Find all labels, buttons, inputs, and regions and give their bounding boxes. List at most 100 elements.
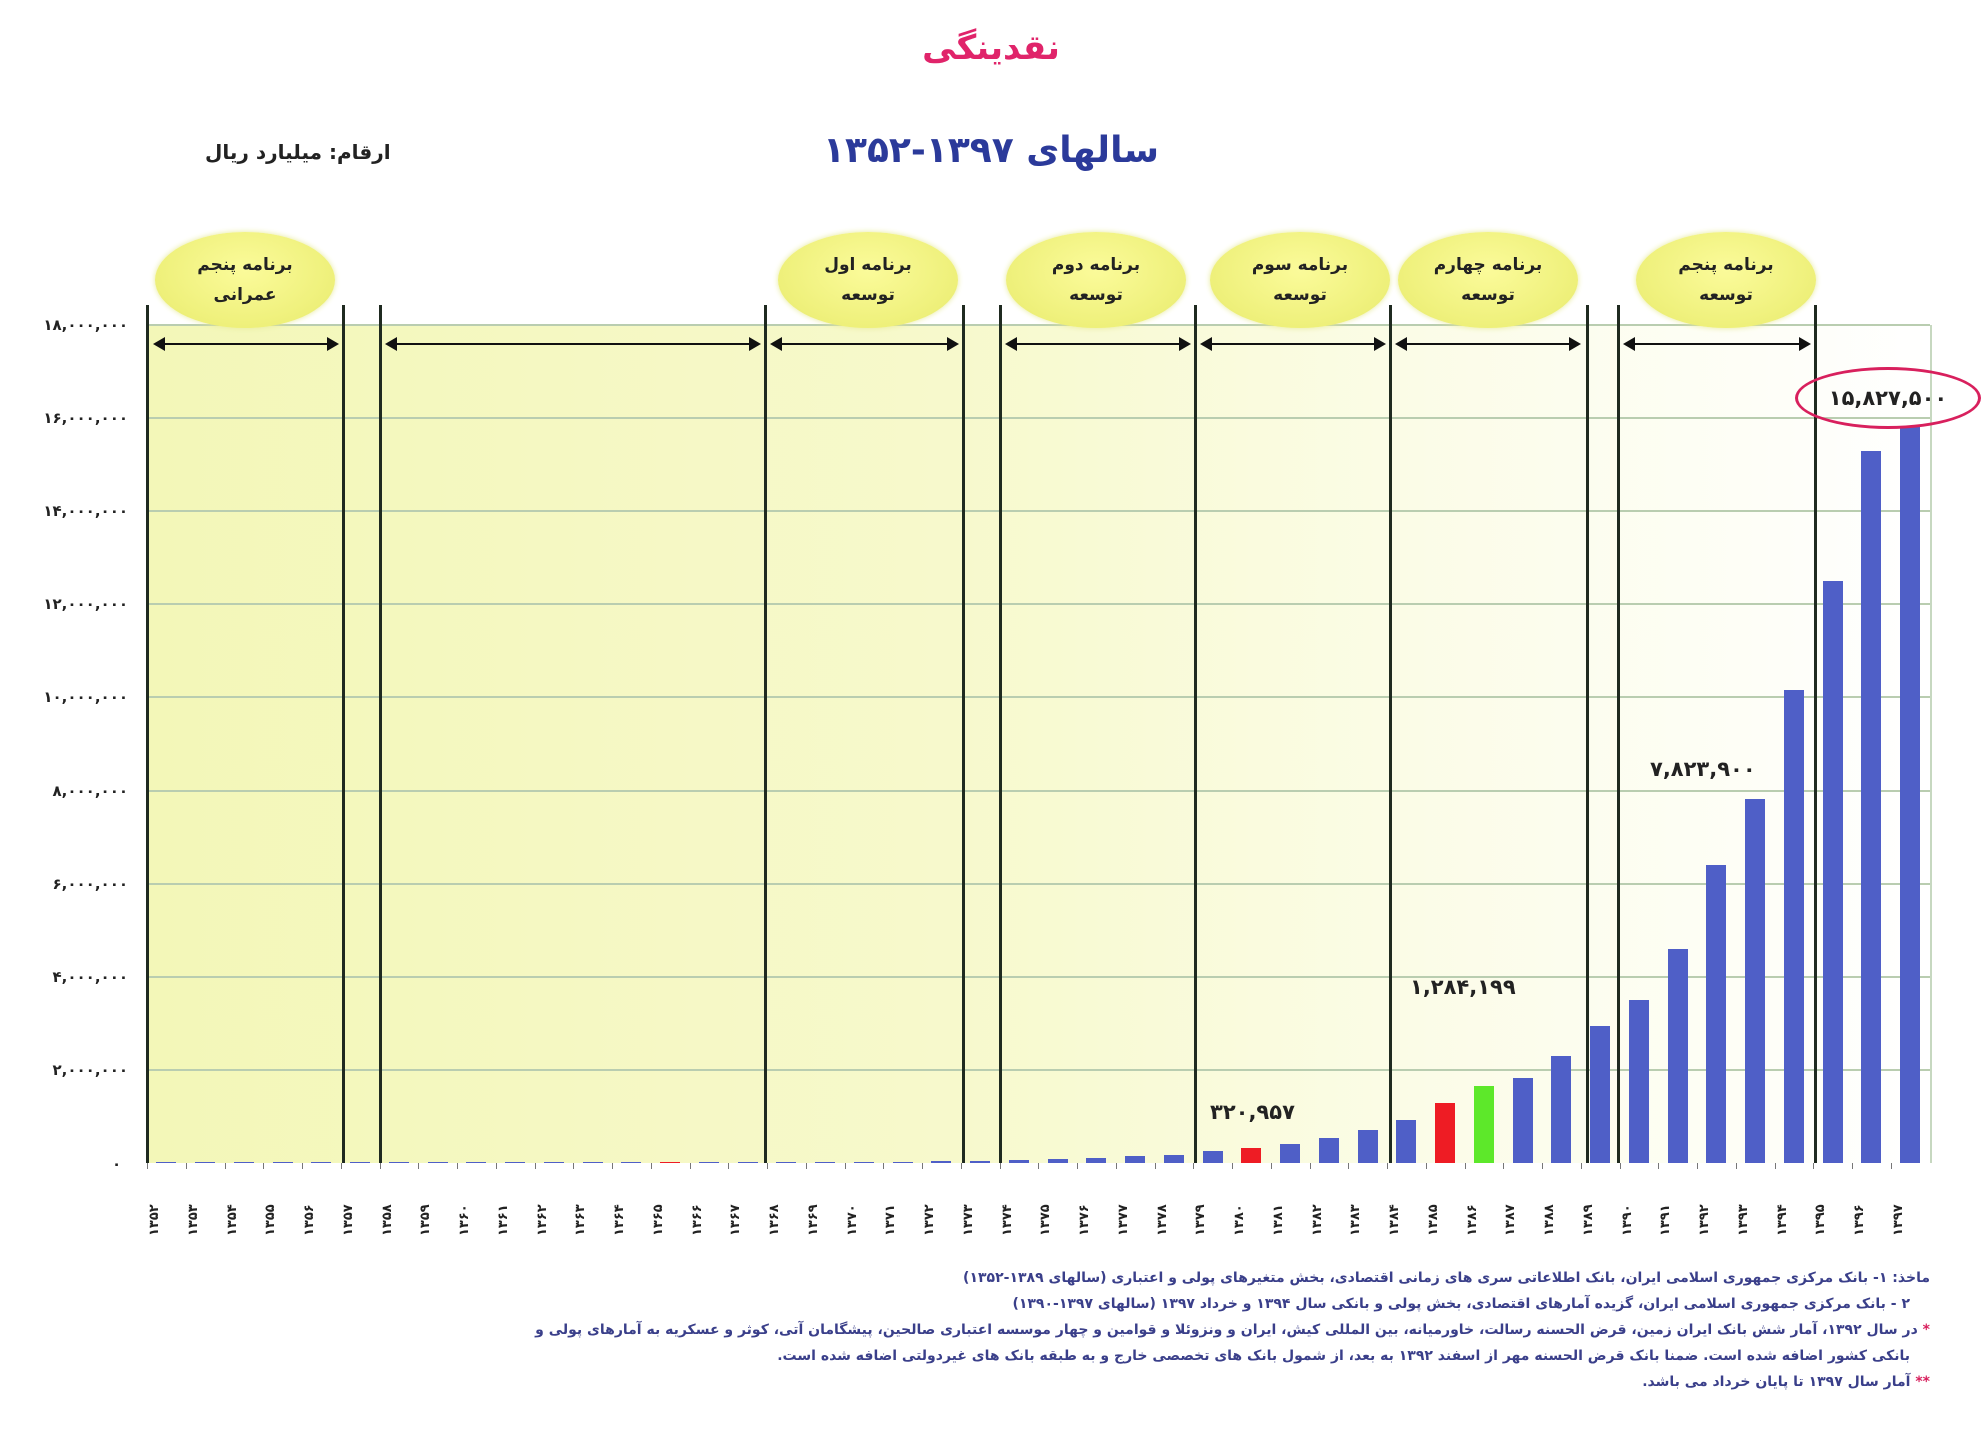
x-tick	[1348, 1163, 1350, 1169]
x-tick-label: ۱۳۸۵	[1425, 1204, 1441, 1236]
footnote-star2: ** آمار سال ۱۳۹۷ تا پایان خرداد می باشد.	[280, 1369, 1930, 1395]
x-tick-label: ۱۳۶۴	[612, 1204, 627, 1236]
x-tick-label: ۱۳۶۲	[534, 1204, 550, 1236]
bar-1380	[1241, 1148, 1262, 1163]
x-tick-label: ۱۳۷۲	[922, 1204, 937, 1236]
bar-1352	[156, 1161, 177, 1163]
bar-1395	[1822, 581, 1843, 1163]
bar-1369	[815, 1161, 836, 1163]
x-tick	[1154, 1163, 1156, 1169]
period-double-arrow-icon	[385, 337, 761, 351]
bar-1356	[311, 1161, 332, 1163]
y-tick-label: ۱۲,۰۰۰,۰۰۰	[43, 595, 128, 614]
x-tick	[495, 1163, 497, 1169]
bar-1384	[1396, 1120, 1417, 1163]
bar-1385	[1435, 1103, 1456, 1163]
source-note-1: ماخذ: ۱- بانک مرکزی جمهوری اسلامی ایران،…	[963, 1270, 1930, 1286]
x-tick-label: ۱۳۶۷	[728, 1204, 744, 1236]
x-tick-label: ۱۳۵۵	[263, 1204, 279, 1236]
x-tick	[1038, 1163, 1040, 1169]
program-boundary-line	[1814, 305, 1817, 1163]
program-bubble: برنامه پنجم عمرانی	[155, 232, 335, 328]
double-asterisk-icon: **	[1915, 1374, 1930, 1390]
program-bubble-line2: توسعه	[1461, 285, 1515, 305]
period-double-arrow-icon	[1200, 337, 1386, 351]
program-bubble-line2: توسعه	[1699, 285, 1753, 305]
x-tick	[224, 1163, 226, 1169]
x-tick-label: ۱۳۸۱	[1270, 1204, 1286, 1236]
bar-1381	[1280, 1143, 1301, 1163]
gridline	[147, 603, 1930, 606]
program-boundary-line	[764, 305, 767, 1163]
x-tick-label: ۱۳۹۳	[1735, 1204, 1751, 1236]
x-tick-label: ۱۳۶۶	[689, 1204, 705, 1236]
bar-1374	[1008, 1159, 1029, 1163]
bar-1357	[350, 1161, 371, 1163]
program-boundary-line	[146, 305, 149, 1163]
program-bubble: برنامه سوم توسعه	[1210, 232, 1390, 328]
x-tick	[1852, 1163, 1853, 1169]
x-tick-label: ۱۳۷۸	[1154, 1204, 1170, 1236]
x-tick	[1619, 1163, 1621, 1169]
bar-1365	[660, 1161, 681, 1163]
program-bubble: برنامه اول توسعه	[778, 232, 958, 328]
gridline	[147, 1068, 1930, 1071]
x-tick-label: ۱۳۸۳	[1348, 1204, 1364, 1236]
bar-1377	[1125, 1156, 1146, 1163]
x-tick-label: ۱۳۷۶	[1077, 1204, 1092, 1236]
x-tick-label: ۱۳۶۹	[805, 1204, 821, 1236]
program-boundary-line	[379, 305, 382, 1163]
bar-1363	[582, 1161, 603, 1163]
program-bubble-line1: برنامه سوم	[1251, 255, 1349, 275]
gridline	[147, 975, 1930, 978]
bar-1388	[1551, 1055, 1572, 1163]
x-tick	[534, 1163, 536, 1169]
x-tick	[1464, 1163, 1466, 1169]
program-boundary-line	[1194, 305, 1197, 1163]
x-tick	[650, 1163, 652, 1169]
x-tick	[1658, 1163, 1660, 1169]
x-tick-label: ۱۳۸۸	[1542, 1204, 1557, 1236]
x-tick	[1813, 1163, 1815, 1169]
units-label: ارقام: میلیارد ریال	[205, 140, 391, 164]
bar-1396	[1861, 450, 1882, 1163]
y-tick-label: ۶,۰۰۰,۰۰۰	[52, 874, 128, 893]
x-tick	[922, 1163, 923, 1169]
x-tick	[689, 1163, 691, 1169]
gridline	[147, 696, 1930, 699]
bar-1379	[1202, 1151, 1223, 1163]
bar-1387	[1512, 1077, 1533, 1163]
x-tick-label: ۱۳۷۹	[1193, 1204, 1209, 1236]
bar-1354	[233, 1161, 254, 1163]
bar-1375	[1047, 1158, 1068, 1163]
x-tick-label: ۱۳۷۱	[883, 1204, 899, 1236]
y-tick-label: ۲,۰۰۰,۰۰۰	[52, 1060, 128, 1079]
x-tick-label: ۱۳۸۲	[1309, 1204, 1325, 1236]
bar-1393	[1745, 798, 1766, 1163]
x-tick-label: ۱۳۹۰	[1619, 1204, 1635, 1236]
y-tick-label: ۴,۰۰۰,۰۰۰	[52, 967, 128, 986]
x-tick	[999, 1163, 1001, 1169]
footnote-star2-text: آمار سال ۱۳۹۷ تا پایان خرداد می باشد.	[1642, 1374, 1911, 1390]
plot-area	[146, 305, 1932, 1163]
x-tick-label: ۱۳۹۱	[1658, 1204, 1674, 1236]
x-tick	[1077, 1163, 1078, 1169]
x-tick-label: ۱۳۷۴	[999, 1204, 1015, 1236]
program-boundary-line	[342, 305, 345, 1163]
x-tick	[418, 1163, 420, 1169]
y-axis-zero: ۰	[112, 1155, 122, 1173]
x-tick	[883, 1163, 885, 1169]
period-double-arrow-icon	[1623, 337, 1811, 351]
gridline	[147, 417, 1930, 420]
gridline	[147, 510, 1930, 513]
y-tick-label: ۸,۰۰۰,۰۰۰	[52, 781, 128, 800]
x-tick-label: ۱۳۶۳	[573, 1204, 589, 1236]
x-tick-label: ۱۳۵۸	[379, 1204, 395, 1236]
x-tick	[340, 1163, 342, 1169]
program-bubble-line2: توسعه	[1273, 285, 1327, 305]
program-bubble-line1: برنامه اول	[824, 255, 912, 275]
x-tick	[805, 1163, 807, 1169]
program-bubble-line1: برنامه پنجم	[1678, 255, 1774, 275]
x-tick	[1387, 1163, 1388, 1169]
bar-1370	[853, 1161, 874, 1163]
